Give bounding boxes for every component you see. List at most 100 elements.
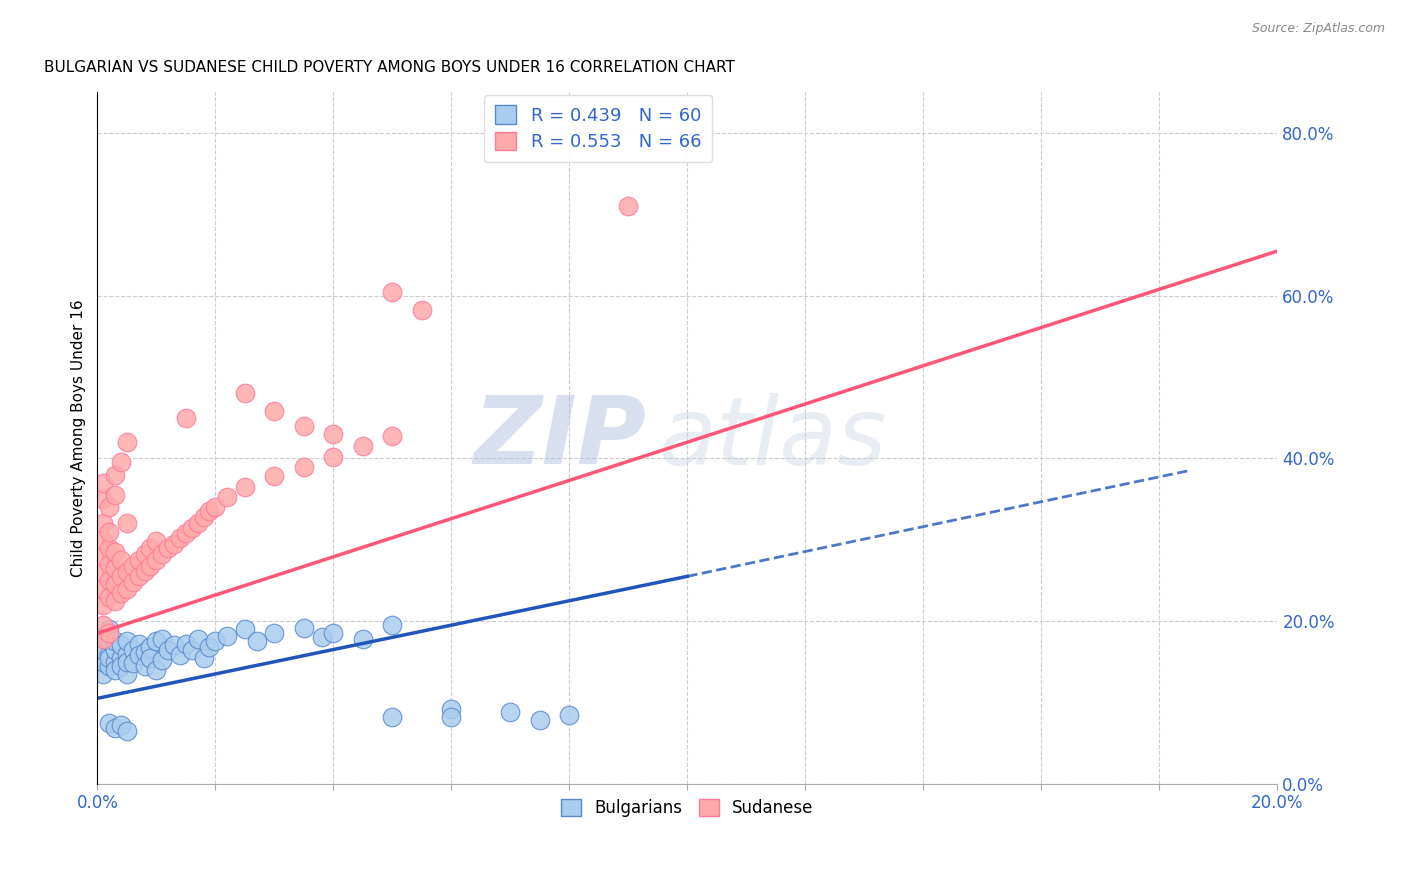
Sudanese [139,558,162,573]
Sudanese [104,577,127,591]
Sudanese [98,574,121,588]
Bulgarians [98,650,121,665]
Bulgarians [110,639,132,653]
Bulgarians [558,707,581,722]
Sudanese [91,566,114,580]
Sudanese [352,439,374,453]
Sudanese [91,582,114,596]
Sudanese [263,469,285,483]
Bulgarians [134,645,156,659]
Bulgarians [263,626,285,640]
Sudanese [110,585,132,599]
Sudanese [98,524,121,539]
Sudanese [381,428,404,442]
Bulgarians [115,723,138,738]
Sudanese [134,564,156,578]
Bulgarians [104,722,127,736]
Bulgarians [204,634,226,648]
Bulgarians [499,705,522,719]
Sudanese [322,427,344,442]
Bulgarians [440,710,463,724]
Sudanese [104,561,127,575]
Sudanese [322,450,344,464]
Sudanese [91,475,114,490]
Bulgarians [180,642,202,657]
Bulgarians [169,648,191,663]
Sudanese [91,533,114,547]
Sudanese [217,491,239,505]
Sudanese [411,303,433,318]
Bulgarians [115,655,138,669]
Sudanese [121,558,143,573]
Sudanese [98,500,121,515]
Text: BULGARIAN VS SUDANESE CHILD POVERTY AMONG BOYS UNDER 16 CORRELATION CHART: BULGARIAN VS SUDANESE CHILD POVERTY AMON… [44,60,735,75]
Sudanese [145,534,167,549]
Bulgarians [246,634,269,648]
Sudanese [110,455,132,469]
Sudanese [187,516,209,531]
Sudanese [98,541,121,555]
Bulgarians [128,637,150,651]
Sudanese [115,582,138,596]
Bulgarians [145,663,167,677]
Sudanese [150,548,173,562]
Bulgarians [150,653,173,667]
Bulgarians [139,640,162,654]
Sudanese [617,199,640,213]
Bulgarians [139,650,162,665]
Bulgarians [145,634,167,648]
Bulgarians [98,622,121,636]
Sudanese [110,553,132,567]
Sudanese [292,459,315,474]
Sudanese [91,632,114,646]
Bulgarians [187,632,209,646]
Bulgarians [91,631,114,645]
Bulgarians [440,702,463,716]
Sudanese [204,500,226,515]
Sudanese [91,618,114,632]
Sudanese [198,504,221,518]
Sudanese [180,520,202,534]
Sudanese [134,548,156,562]
Sudanese [233,480,256,494]
Sudanese [98,557,121,571]
Bulgarians [352,632,374,646]
Bulgarians [110,718,132,732]
Bulgarians [193,650,215,665]
Bulgarians [115,667,138,681]
Bulgarians [150,632,173,646]
Bulgarians [104,663,127,677]
Sudanese [104,545,127,559]
Sudanese [98,626,121,640]
Sudanese [104,488,127,502]
Text: atlas: atlas [658,392,886,483]
Bulgarians [91,667,114,681]
Bulgarians [134,658,156,673]
Bulgarians [121,657,143,671]
Bulgarians [115,647,138,661]
Sudanese [91,516,114,531]
Bulgarians [311,631,333,645]
Bulgarians [91,655,114,669]
Sudanese [128,569,150,583]
Sudanese [292,418,315,433]
Sudanese [91,492,114,507]
Bulgarians [174,637,197,651]
Sudanese [233,386,256,401]
Legend: Bulgarians, Sudanese: Bulgarians, Sudanese [554,792,820,824]
Bulgarians [381,710,404,724]
Sudanese [157,541,180,555]
Bulgarians [110,650,132,665]
Bulgarians [98,715,121,730]
Bulgarians [91,642,114,657]
Sudanese [174,410,197,425]
Bulgarians [104,655,127,669]
Sudanese [121,575,143,590]
Text: ZIP: ZIP [474,392,647,484]
Sudanese [110,569,132,583]
Bulgarians [98,634,121,648]
Sudanese [263,404,285,418]
Sudanese [104,467,127,482]
Bulgarians [115,634,138,648]
Bulgarians [233,622,256,636]
